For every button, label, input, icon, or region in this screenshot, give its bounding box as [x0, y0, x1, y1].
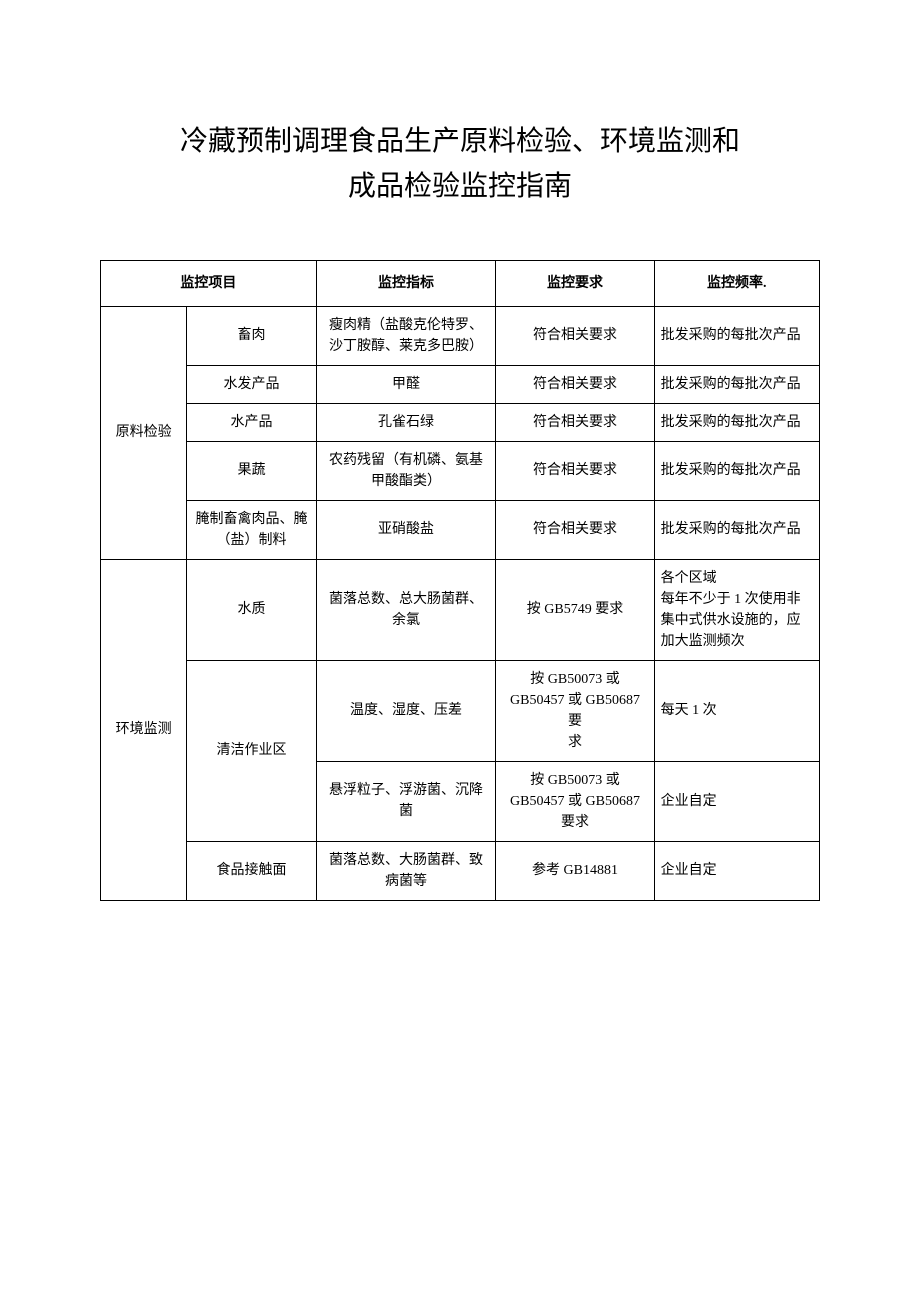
- cell-indicator: 孔雀石绿: [316, 403, 496, 441]
- cell-indicator: 甲醛: [316, 365, 496, 403]
- cell-requirement: 参考 GB14881: [496, 841, 654, 900]
- monitoring-table: 监控项目 监控指标 监控要求 监控频率. 原料检验 畜肉 瘦肉精（盐酸克伦特罗、…: [100, 260, 820, 901]
- cell-frequency: 各个区域 每年不少于 1 次使用非集中式供水设施的，应加大监测频次: [654, 559, 819, 660]
- table-row: 水发产品 甲醛 符合相关要求 批发采购的每批次产品: [101, 365, 820, 403]
- cell-subitem: 水质: [187, 559, 316, 660]
- cell-frequency: 企业自定: [654, 761, 819, 841]
- cell-requirement: 按 GB50073 或 GB50457 或 GB50687 要 求: [496, 660, 654, 761]
- cell-subitem: 畜肉: [187, 306, 316, 365]
- table-row: 原料检验 畜肉 瘦肉精（盐酸克伦特罗、沙丁胺醇、莱克多巴胺） 符合相关要求 批发…: [101, 306, 820, 365]
- cell-requirement: 符合相关要求: [496, 441, 654, 500]
- cell-indicator: 温度、湿度、压差: [316, 660, 496, 761]
- cell-indicator: 农药残留（有机磷、氨基甲酸酯类）: [316, 441, 496, 500]
- title-line-2: 成品检验监控指南: [348, 171, 572, 202]
- cell-requirement: 符合相关要求: [496, 365, 654, 403]
- cell-frequency: 批发采购的每批次产品: [654, 441, 819, 500]
- cell-subitem: 果蔬: [187, 441, 316, 500]
- cell-requirement: 符合相关要求: [496, 403, 654, 441]
- cell-frequency: 企业自定: [654, 841, 819, 900]
- cell-requirement: 按 GB50073 或 GB50457 或 GB50687 要求: [496, 761, 654, 841]
- table-row: 食品接触面 菌落总数、大肠菌群、致病菌等 参考 GB14881 企业自定: [101, 841, 820, 900]
- cell-subitem-clean: 清洁作业区: [187, 660, 316, 841]
- cell-frequency: 批发采购的每批次产品: [654, 500, 819, 559]
- cell-frequency: 批发采购的每批次产品: [654, 403, 819, 441]
- cell-indicator: 菌落总数、总大肠菌群、余氯: [316, 559, 496, 660]
- cell-subitem: 水发产品: [187, 365, 316, 403]
- table-row: 水产品 孔雀石绿 符合相关要求 批发采购的每批次产品: [101, 403, 820, 441]
- title-line-1: 冷藏预制调理食品生产原料检验、环境监测和: [180, 126, 740, 157]
- cell-requirement: 符合相关要求: [496, 306, 654, 365]
- cell-frequency: 批发采购的每批次产品: [654, 306, 819, 365]
- table-row: 环境监测 水质 菌落总数、总大肠菌群、余氯 按 GB5749 要求 各个区域 每…: [101, 559, 820, 660]
- header-indicator: 监控指标: [316, 260, 496, 306]
- cell-indicator: 亚硝酸盐: [316, 500, 496, 559]
- group-environment: 环境监测: [101, 559, 187, 900]
- cell-frequency: 每天 1 次: [654, 660, 819, 761]
- table-header-row: 监控项目 监控指标 监控要求 监控频率.: [101, 260, 820, 306]
- table-row: 腌制畜禽肉品、腌（盐）制料 亚硝酸盐 符合相关要求 批发采购的每批次产品: [101, 500, 820, 559]
- table-row: 果蔬 农药残留（有机磷、氨基甲酸酯类） 符合相关要求 批发采购的每批次产品: [101, 441, 820, 500]
- cell-frequency: 批发采购的每批次产品: [654, 365, 819, 403]
- cell-requirement: 按 GB5749 要求: [496, 559, 654, 660]
- table-row: 清洁作业区 温度、湿度、压差 按 GB50073 或 GB50457 或 GB5…: [101, 660, 820, 761]
- cell-subitem: 食品接触面: [187, 841, 316, 900]
- group-raw-material: 原料检验: [101, 306, 187, 559]
- header-project: 监控项目: [101, 260, 317, 306]
- cell-indicator: 悬浮粒子、浮游菌、沉降菌: [316, 761, 496, 841]
- cell-subitem: 腌制畜禽肉品、腌（盐）制料: [187, 500, 316, 559]
- cell-indicator: 菌落总数、大肠菌群、致病菌等: [316, 841, 496, 900]
- cell-indicator: 瘦肉精（盐酸克伦特罗、沙丁胺醇、莱克多巴胺）: [316, 306, 496, 365]
- header-requirement: 监控要求: [496, 260, 654, 306]
- header-frequency: 监控频率.: [654, 260, 819, 306]
- cell-requirement: 符合相关要求: [496, 500, 654, 559]
- document-page: 冷藏预制调理食品生产原料检验、环境监测和 成品检验监控指南 监控项目 监控指标 …: [0, 0, 920, 1301]
- document-title: 冷藏预制调理食品生产原料检验、环境监测和 成品检验监控指南: [100, 120, 820, 210]
- cell-subitem: 水产品: [187, 403, 316, 441]
